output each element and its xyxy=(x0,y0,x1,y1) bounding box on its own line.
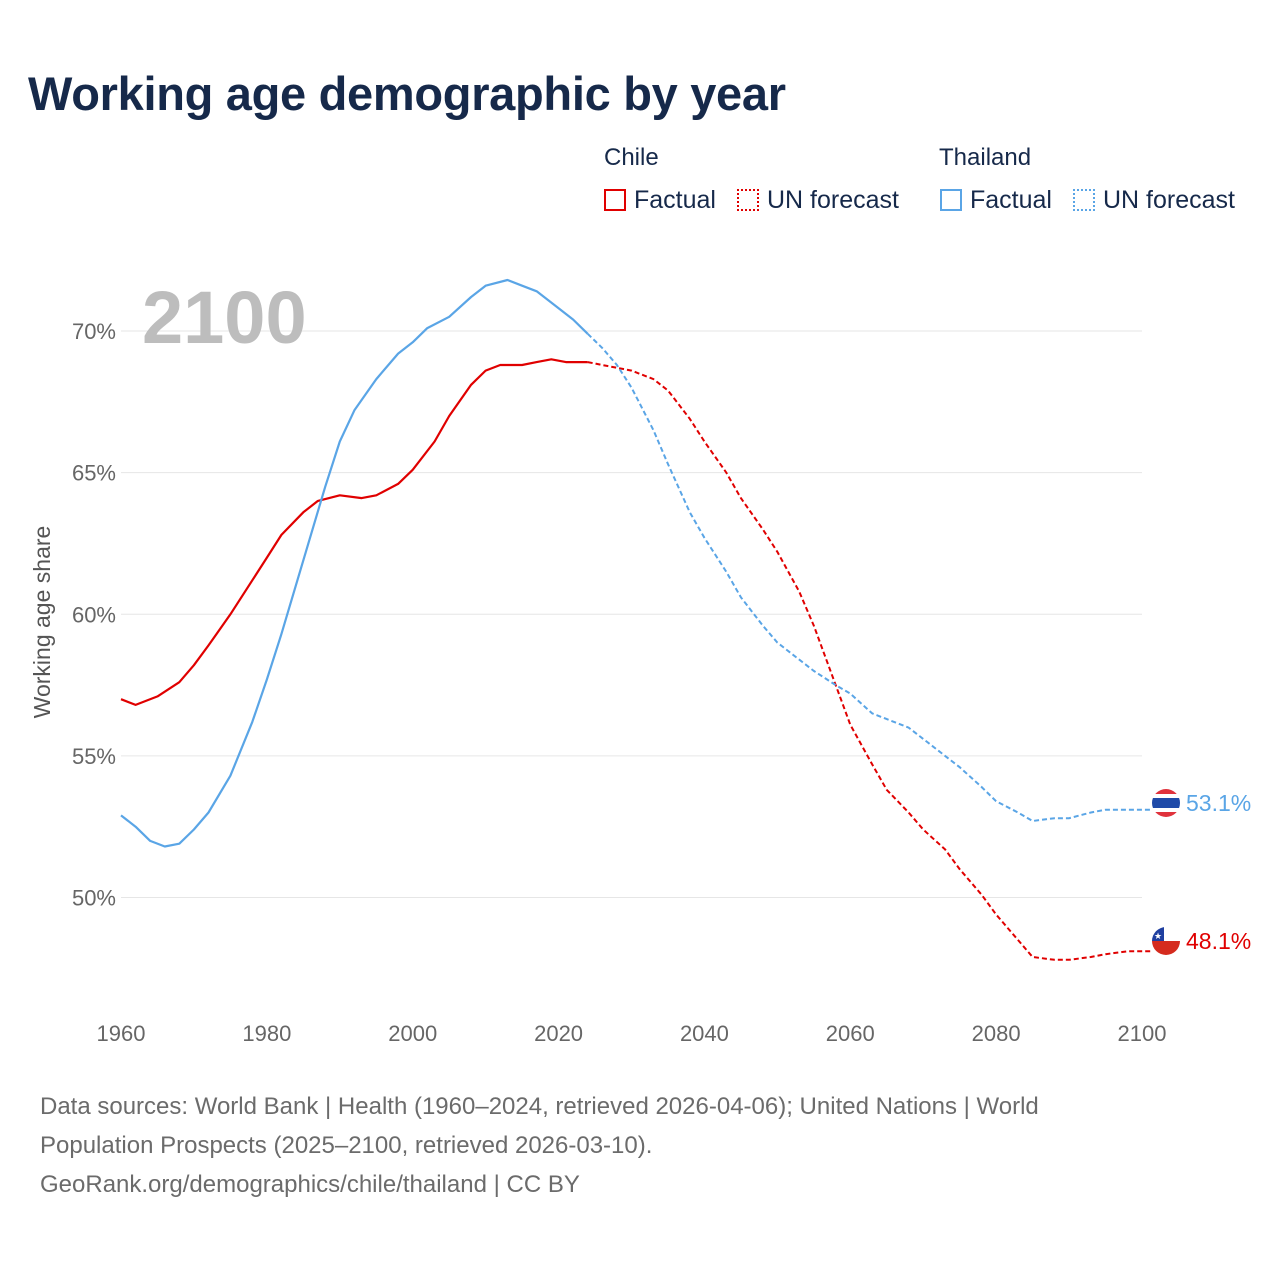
footer-line-3[interactable]: GeoRank.org/demographics/chile/thailand … xyxy=(40,1171,580,1198)
x-tick-label: 1980 xyxy=(242,1021,291,1046)
thailand-factual-line xyxy=(120,278,589,848)
thailand-end-label: 53.1% xyxy=(1186,790,1251,816)
chile-flag-icon: ★ xyxy=(1152,927,1180,955)
chart-title: Working age demographic by year xyxy=(28,67,786,120)
legend-thailand-forecast-swatch xyxy=(1073,189,1095,211)
chile-forecast-line xyxy=(587,361,1152,961)
legend-chile-factual-label: Factual xyxy=(634,185,716,214)
legend-thailand-forecast-label: UN forecast xyxy=(1103,185,1235,214)
legend-chile-forecast-label: UN forecast xyxy=(767,185,899,214)
x-tick-label: 2020 xyxy=(534,1021,583,1046)
year-watermark: 2100 xyxy=(142,276,307,359)
footer-line-1: Data sources: World Bank | Health (1960–… xyxy=(40,1093,1039,1120)
svg-text:★: ★ xyxy=(1154,931,1162,941)
y-tick-label: 55% xyxy=(72,744,116,769)
legend-group-chile: Chile xyxy=(604,144,659,171)
legend-thailand-factual[interactable]: Factual xyxy=(940,185,1052,215)
y-axis: 50% 55% 60% 65% 70% xyxy=(72,319,116,911)
footer-sources: Data sources: World Bank | Health (1960–… xyxy=(40,1087,1160,1204)
x-tick-label: 2040 xyxy=(680,1021,729,1046)
legend-group-thailand: Thailand xyxy=(939,144,1032,171)
y-axis-label: Working age share xyxy=(29,526,55,719)
x-axis: 1960 1980 2000 2020 2040 2060 2080 2100 xyxy=(97,1021,1167,1046)
footer-line-2: Population Prospects (2025–2100, retriev… xyxy=(40,1132,653,1159)
legend-thailand-factual-label: Factual xyxy=(970,185,1052,214)
thailand-flag-icon xyxy=(1152,789,1180,817)
legend-chile-forecast[interactable]: UN forecast xyxy=(737,185,899,215)
legend-chile-factual[interactable]: Factual xyxy=(604,185,716,215)
chile-end-label: 48.1% xyxy=(1186,928,1251,954)
legend-thailand-forecast[interactable]: UN forecast xyxy=(1073,185,1235,215)
x-tick-label: 2000 xyxy=(388,1021,437,1046)
chart-plot: 2100 50% 55% 60% 65% 70% 1960 1980 2000 2020 204… xyxy=(29,276,1251,1046)
legend-thailand-factual-swatch xyxy=(940,189,962,211)
x-tick-label: 1960 xyxy=(97,1021,146,1046)
series-lines xyxy=(120,278,1152,961)
x-tick-label: 2080 xyxy=(972,1021,1021,1046)
thailand-forecast-line xyxy=(587,333,1152,823)
grid-lines xyxy=(121,330,1142,899)
y-tick-label: 65% xyxy=(72,461,116,486)
legend-chile-forecast-swatch xyxy=(737,189,759,211)
y-tick-label: 60% xyxy=(72,602,116,627)
chile-factual-line xyxy=(120,358,588,706)
x-tick-label: 2060 xyxy=(826,1021,875,1046)
y-tick-label: 50% xyxy=(72,886,116,911)
legend-chile-factual-swatch xyxy=(604,189,626,211)
y-tick-label: 70% xyxy=(72,319,116,344)
x-tick-label: 2100 xyxy=(1118,1021,1167,1046)
